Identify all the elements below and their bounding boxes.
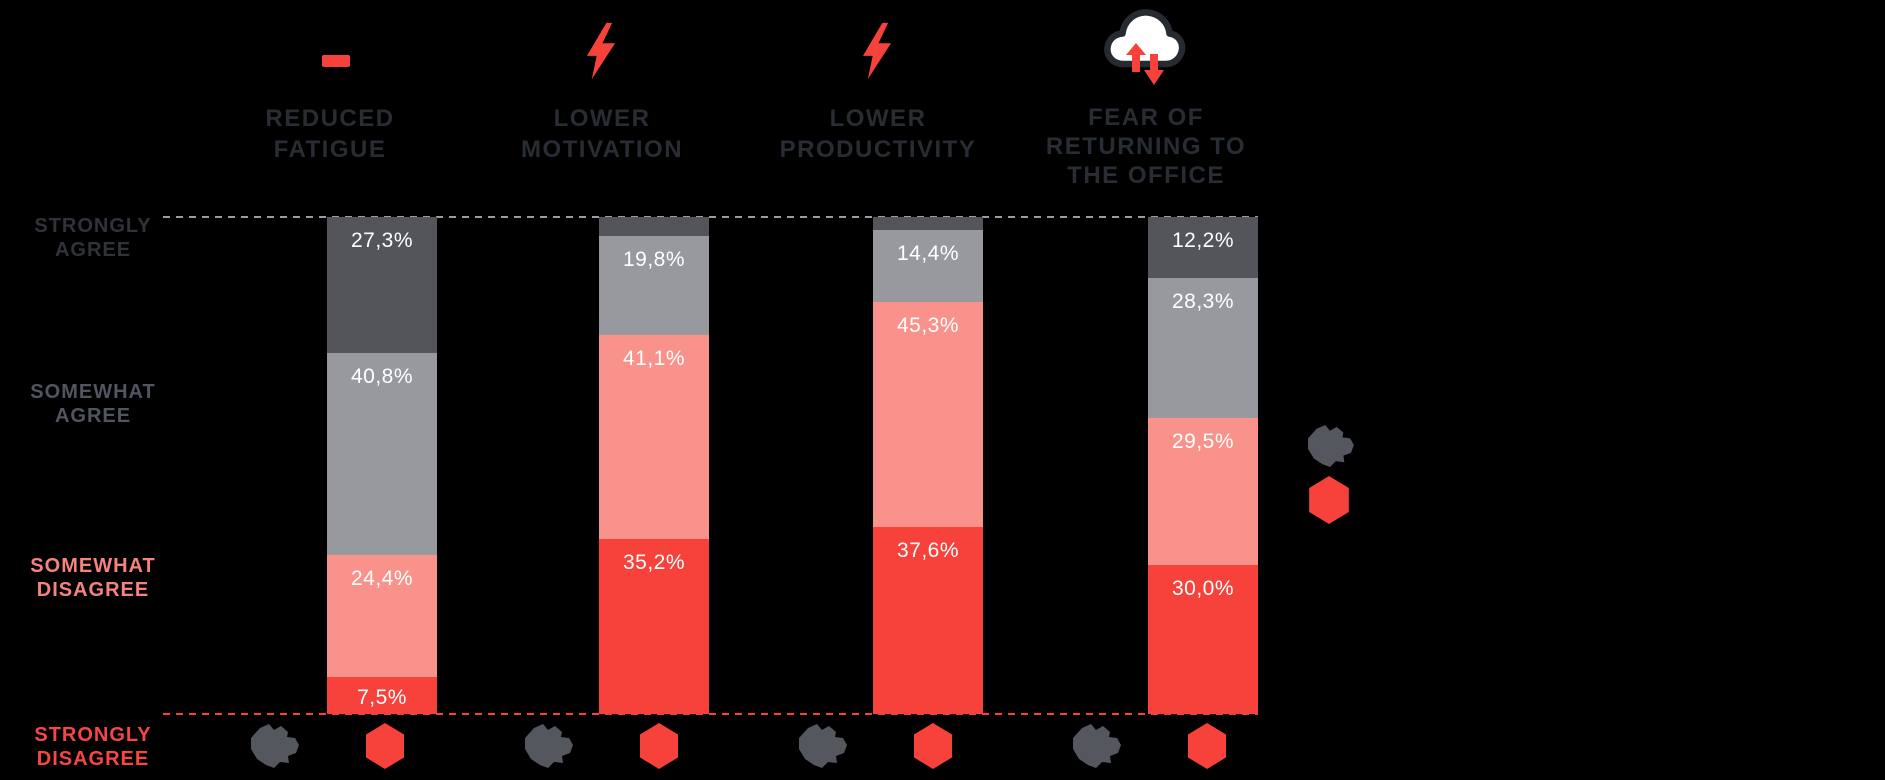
segment-somewhat-disagree: 41,1% (599, 334, 709, 540)
segment-somewhat-agree: 14,4% (873, 230, 983, 302)
segment-value-label: 41,1% (622, 346, 686, 370)
segment-value-label: 28,3% (1171, 289, 1235, 313)
segment-strongly-agree: 27,3% (327, 217, 437, 353)
title-line: PRODUCTIVITY (779, 136, 977, 163)
title-line: MOTIVATION (520, 136, 684, 163)
title-line: FEAR OF (1088, 104, 1204, 131)
title-line: FATIGUE (273, 136, 387, 163)
title-line: LOWER (553, 105, 651, 132)
row-label-strongly-agree: STRONGLY AGREE (13, 214, 173, 262)
column-title-lower-motivation: LOWER MOTIVATION (492, 103, 712, 165)
column-title-fear-of-returning: FEAR OF RETURNING TO THE OFFICE (1036, 103, 1256, 190)
row-label-line: SOMEWHAT (30, 555, 156, 577)
segment-value-label: 29,5% (1171, 430, 1235, 454)
red-hexagon-icon (366, 723, 404, 769)
segment-value-label: 12,2% (1171, 229, 1235, 252)
title-line: REDUCED (265, 105, 395, 132)
lightning-icon (862, 22, 893, 80)
title-line: LOWER (829, 105, 927, 132)
red-hexagon-icon (640, 723, 678, 769)
segment-strongly-disagree: 30,0% (1148, 564, 1258, 714)
segment-value-label: 14,4% (896, 242, 960, 266)
segment-strongly-agree (873, 217, 983, 231)
segment-somewhat-agree: 40,8% (327, 352, 437, 556)
row-label-line: DISAGREE (36, 748, 150, 770)
segment-value-label: 37,6% (896, 539, 960, 563)
title-line: RETURNING TO (1045, 133, 1247, 160)
segment-strongly-agree: 12,2% (1148, 217, 1258, 278)
gray-blob-icon (1068, 723, 1124, 769)
segment-strongly-disagree: 35,2% (599, 539, 709, 714)
row-label-line: SOMEWHAT (30, 381, 156, 403)
row-label-somewhat-disagree: SOMEWHAT DISAGREE (13, 554, 173, 602)
segment-strongly-disagree: 7,5% (327, 676, 437, 715)
gray-blob-icon (794, 723, 850, 769)
segment-value-label: 35,2% (622, 551, 686, 575)
top-dashed-guideline (163, 216, 1258, 218)
gray-blob-icon (246, 723, 302, 769)
segment-value-label: 19,8% (622, 248, 686, 272)
red-hexagon-icon (914, 723, 952, 769)
stacked-bar-reduced-fatigue: 27,3% 40,8% 24,4% 7,5% (327, 217, 437, 715)
gray-blob-icon (1302, 424, 1358, 468)
segment-value-label: 40,8% (350, 364, 414, 388)
row-label-line: DISAGREE (36, 579, 150, 601)
gray-blob-icon (520, 723, 576, 769)
row-label-somewhat-agree: SOMEWHAT AGREE (13, 380, 173, 428)
segment-somewhat-disagree: 29,5% (1148, 418, 1258, 565)
segment-somewhat-disagree: 45,3% (873, 301, 983, 528)
segment-value-label: 45,3% (896, 313, 960, 337)
stacked-bar-lower-productivity: 14,4% 45,3% 37,6% (873, 217, 983, 714)
red-hexagon-icon (1188, 723, 1226, 769)
row-label-line: AGREE (54, 405, 132, 427)
segment-value-label: 24,4% (350, 567, 414, 591)
segment-value-label: 27,3% (350, 229, 414, 252)
title-line: THE OFFICE (1067, 162, 1225, 189)
row-label-line: STRONGLY (34, 724, 152, 746)
stacked-bar-lower-motivation: 19,8% 41,1% 35,2% (599, 217, 709, 714)
bottom-dashed-guideline (163, 713, 1258, 715)
row-label-line: AGREE (54, 239, 132, 261)
column-title-lower-productivity: LOWER PRODUCTIVITY (768, 103, 988, 165)
segment-somewhat-disagree: 24,4% (327, 555, 437, 677)
row-label-line: STRONGLY (34, 215, 152, 237)
row-label-strongly-disagree: STRONGLY DISAGREE (13, 723, 173, 771)
segment-value-label: 7,5% (357, 685, 407, 709)
column-title-reduced-fatigue: REDUCED FATIGUE (220, 103, 440, 165)
segment-strongly-agree (599, 217, 709, 237)
segment-value-label: 30,0% (1171, 576, 1235, 600)
minus-icon (322, 55, 350, 67)
red-hexagon-icon (1307, 476, 1351, 524)
stacked-bar-fear-of-returning: 12,2% 28,3% 29,5% 30,0% (1148, 217, 1258, 714)
lightning-icon (586, 22, 617, 80)
segment-somewhat-agree: 28,3% (1148, 277, 1258, 419)
cloud-arrows-icon (1103, 2, 1187, 88)
segment-strongly-disagree: 37,6% (873, 527, 983, 714)
segment-somewhat-agree: 19,8% (599, 236, 709, 335)
